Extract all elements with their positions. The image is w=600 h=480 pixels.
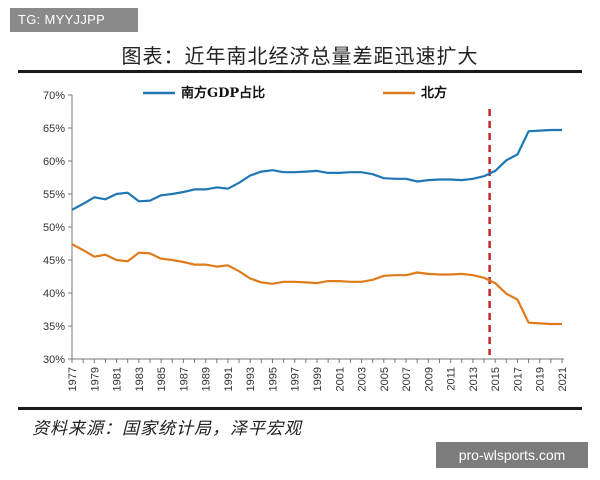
- x-tick-label: 1999: [312, 367, 324, 391]
- y-tick-label: 40%: [43, 288, 65, 300]
- series-lines: [71, 128, 562, 326]
- y-tick-label: 70%: [43, 90, 65, 102]
- x-tick-label: 2015: [490, 367, 502, 391]
- x-tick-label: 1987: [178, 367, 190, 391]
- x-tick-label: 2009: [423, 367, 435, 391]
- x-tick-label: 1985: [156, 367, 168, 391]
- x-tick-label: 2001: [334, 367, 346, 391]
- y-tick-label: 35%: [43, 321, 65, 333]
- x-tick-label: 2017: [512, 367, 524, 391]
- x-tick-label: 2005: [379, 367, 391, 391]
- source-note: 资料来源：国家统计局，泽平宏观: [32, 419, 302, 439]
- y-tick-label: 45%: [43, 255, 65, 267]
- x-tick-label: 1997: [290, 367, 302, 391]
- x-tick-label: 1981: [112, 367, 124, 391]
- x-tick-label: 1989: [201, 367, 213, 391]
- x-tick-label: 2003: [357, 367, 369, 391]
- x-tick-label: 2019: [535, 367, 547, 391]
- legend-label: 北方: [421, 85, 447, 101]
- source-rule: [18, 407, 582, 410]
- title-rule: [18, 70, 582, 73]
- x-tick-label: 2013: [468, 367, 480, 391]
- y-tick-label: 30%: [43, 354, 65, 366]
- y-tick-label: 60%: [43, 156, 65, 168]
- x-tick-label: 1979: [89, 367, 101, 391]
- figure-title: 图表：近年南北经济总量差距迅速扩大: [121, 44, 479, 68]
- x-tick-label: 2021: [557, 367, 569, 391]
- x-tick-label: 1977: [67, 367, 79, 391]
- legend-label: 南方GDP占比: [181, 85, 265, 101]
- chart-legend: 南方GDP占比 北方: [143, 85, 447, 101]
- series-line-south: [71, 128, 562, 211]
- x-tick-label: 2007: [401, 367, 413, 391]
- x-tick-label: 2011: [446, 367, 458, 391]
- y-tick-label: 65%: [43, 123, 65, 135]
- x-tick-label: 1983: [134, 367, 146, 391]
- watermark-top: TG: MYYJJPP: [10, 8, 138, 32]
- x-tick-label: 1993: [245, 367, 257, 391]
- x-tick-label: 1991: [223, 367, 235, 391]
- x-axis-ticks: 1977 1979 1981 1983 1985 1987 1989 1991 1993 1995…: [67, 359, 569, 391]
- watermark-bottom: pro-wlsports.com: [436, 442, 588, 468]
- y-tick-label: 50%: [43, 222, 65, 234]
- series-line-north: [71, 243, 562, 326]
- y-axis-ticks: 30% 35% 40% 45% 50% 55% 60% 65% 70%: [43, 90, 72, 366]
- x-tick-label: 1995: [267, 367, 279, 391]
- y-tick-label: 55%: [43, 189, 65, 201]
